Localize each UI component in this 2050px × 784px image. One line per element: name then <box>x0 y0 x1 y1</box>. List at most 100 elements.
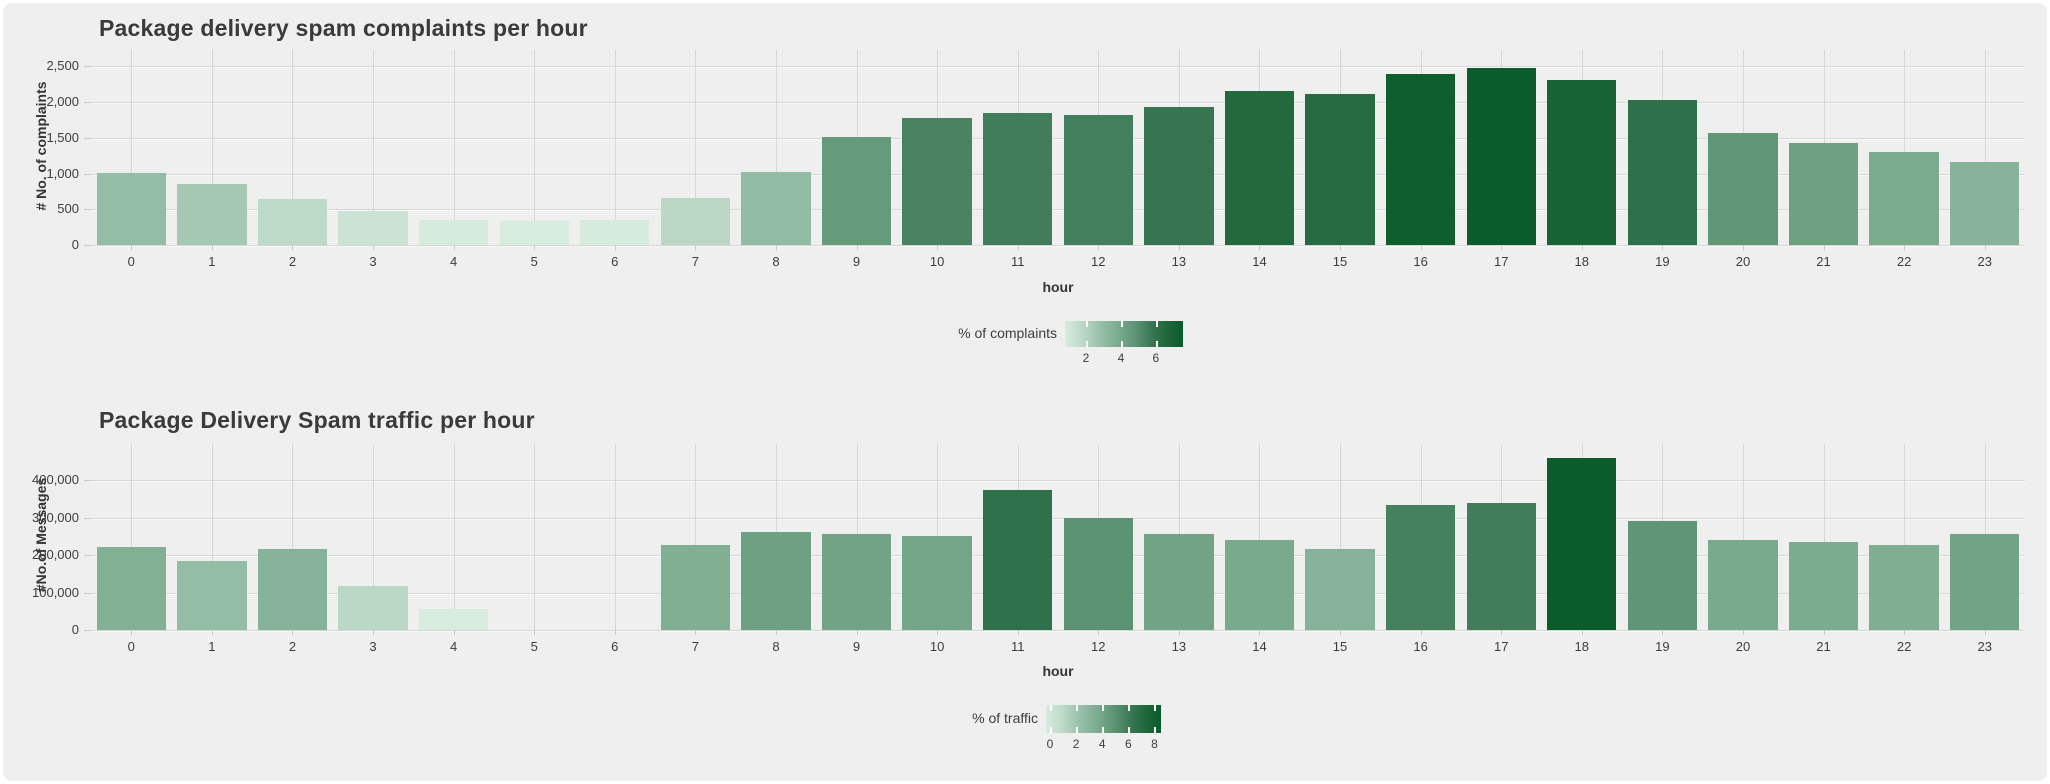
bar-hour-22[interactable] <box>1869 152 1939 245</box>
x-tick-label: 14 <box>1252 254 1267 269</box>
bar-hour-17[interactable] <box>1466 68 1536 245</box>
gridline <box>1904 444 1906 630</box>
gridline <box>695 444 697 630</box>
bar-hour-22[interactable] <box>1869 544 1939 630</box>
colorbar-tick-mark <box>1049 705 1052 711</box>
x-axis-label-traffic: hour <box>1042 663 1074 679</box>
x-tick-mark <box>1581 245 1583 250</box>
x-tick-label: 22 <box>1896 254 1912 269</box>
bar-hour-21[interactable] <box>1788 143 1859 245</box>
bar-hour-8[interactable] <box>741 172 811 245</box>
x-tick-mark <box>453 630 455 635</box>
plot-area-complaints: 0 500 1,000 1,500 2,000 2,500 0 1 2 3 4 5 6 7 8 9 10 11 12… <box>46 50 2025 269</box>
complaints-chart-section: Package delivery spam complaints per hou… <box>3 3 2047 781</box>
bar-hour-12[interactable] <box>1063 114 1133 245</box>
x-tick-label: 8 <box>772 254 780 269</box>
bar-hour-1[interactable] <box>177 561 247 630</box>
bar-hour-19[interactable] <box>1627 521 1698 630</box>
bar-hour-14[interactable] <box>1224 540 1295 630</box>
bar-hour-17[interactable] <box>1466 502 1536 630</box>
bar-hour-23[interactable] <box>1950 162 2020 245</box>
x-tick-label: 6 <box>611 254 619 269</box>
x-tick-mark <box>775 630 777 635</box>
x-tick-label: 9 <box>852 254 861 269</box>
chart-title-complaints: Package delivery spam complaints per hou… <box>99 15 588 41</box>
bar-hour-5[interactable] <box>499 221 569 245</box>
gridline <box>91 592 2025 594</box>
bar-hour-1[interactable] <box>177 183 247 245</box>
x-tick-label: 7 <box>691 639 699 654</box>
bar-hour-2[interactable] <box>257 199 328 245</box>
bar-hour-7[interactable] <box>660 197 731 245</box>
x-tick-mark <box>937 630 939 635</box>
bar-hour-14[interactable] <box>1224 91 1295 245</box>
bar-hour-18[interactable] <box>1547 80 1617 245</box>
gridline <box>211 50 213 245</box>
bar-hour-8[interactable] <box>741 531 811 630</box>
bar-hour-10[interactable] <box>902 535 972 630</box>
bar-hour-9[interactable] <box>821 137 892 245</box>
bar-hour-0[interactable] <box>96 172 166 245</box>
bar-hour-0[interactable] <box>96 546 166 630</box>
x-tick-mark <box>1178 245 1180 250</box>
bar-hour-13[interactable] <box>1144 534 1214 630</box>
gridline <box>91 630 2025 631</box>
x-tick-label: 13 <box>1171 639 1187 654</box>
gridline <box>131 444 133 630</box>
x-tick-label: 3 <box>369 639 377 654</box>
y-tick-label: 2,000 <box>46 94 79 110</box>
bar-hour-12[interactable] <box>1063 518 1133 630</box>
bar-hour-3[interactable] <box>338 210 408 245</box>
x-tick-label: 20 <box>1735 639 1751 654</box>
bar-hour-2[interactable] <box>257 549 328 630</box>
bar-hour-19[interactable] <box>1627 100 1698 245</box>
bar-hour-4[interactable] <box>418 220 489 245</box>
bar-hour-6[interactable] <box>580 220 650 245</box>
bar-hour-10[interactable] <box>902 117 972 245</box>
bar-hour-23[interactable] <box>1950 534 2020 630</box>
x-tick-label: 3 <box>369 254 377 269</box>
bar-hour-15[interactable] <box>1305 94 1375 245</box>
bar-hour-9[interactable] <box>821 534 892 630</box>
x-tick-label: 22 <box>1896 639 1912 654</box>
dashboard-panel: Package delivery spam complaints per hou… <box>3 3 2047 781</box>
y-tick-mark <box>84 517 91 519</box>
chart-title-traffic: Package Delivery Spam traffic per hour <box>99 407 535 433</box>
gridline <box>292 50 294 245</box>
x-tick-mark <box>1823 630 1825 635</box>
bar-hour-20[interactable] <box>1708 540 1778 630</box>
x-tick-mark <box>614 630 616 635</box>
bar-hour-13[interactable] <box>1144 106 1214 245</box>
bar-hour-16[interactable] <box>1385 73 1456 245</box>
x-tick-label: 4 <box>450 254 458 269</box>
x-tick-mark <box>1904 630 1906 635</box>
gridline <box>373 50 375 245</box>
x-tick-mark <box>1420 630 1422 635</box>
gridline <box>91 245 2025 246</box>
bar-hour-16[interactable] <box>1385 505 1456 630</box>
y-tick-label: 200,000 <box>32 547 79 562</box>
x-tick-mark <box>131 630 133 635</box>
x-tick-mark <box>614 245 616 250</box>
bar-hour-11[interactable] <box>983 490 1053 630</box>
bar-hour-18[interactable] <box>1547 458 1617 630</box>
bar-hour-4[interactable] <box>418 609 489 630</box>
gridline <box>91 173 2025 175</box>
bar-hour-7[interactable] <box>660 545 731 630</box>
bar-hour-11[interactable] <box>983 112 1053 245</box>
x-tick-mark <box>856 245 858 250</box>
colorbar-tick-label: 6 <box>1124 737 1132 751</box>
bar-hour-20[interactable] <box>1708 133 1778 245</box>
x-tick-label: 1 <box>208 254 216 269</box>
colorbar-tick-label: 6 <box>1152 351 1160 365</box>
bar-hour-21[interactable] <box>1788 542 1859 630</box>
gridline <box>91 137 2025 139</box>
x-tick-label: 2 <box>288 639 297 654</box>
x-tick-label: 10 <box>929 639 945 654</box>
colorbar-tick-mark <box>1085 341 1088 347</box>
x-tick-mark <box>1984 630 1986 635</box>
bar-hour-15[interactable] <box>1305 549 1375 630</box>
x-tick-label: 10 <box>929 254 945 269</box>
x-tick-label: 23 <box>1977 254 1992 269</box>
bar-hour-3[interactable] <box>338 585 408 630</box>
